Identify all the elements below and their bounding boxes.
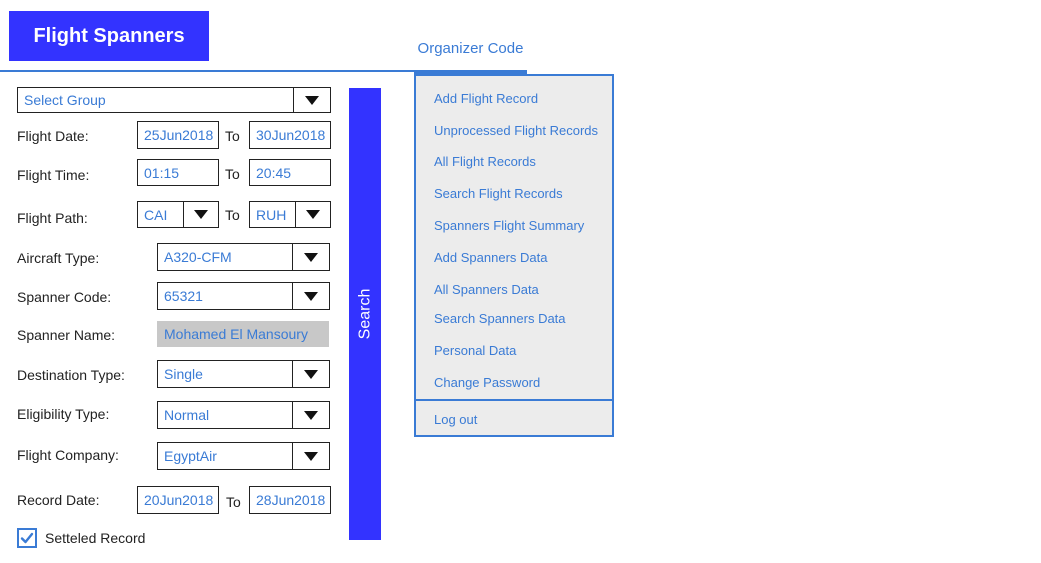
chevron-down-icon [293, 88, 330, 112]
spanner-name-label: Spanner Name: [17, 327, 116, 343]
eligibility-type-label: Eligibility Type: [17, 406, 110, 422]
select-group-value: Select Group [24, 92, 106, 108]
chevron-down-icon [183, 202, 218, 227]
flight-path-to-value: RUH [256, 206, 287, 223]
flight-path-to-label: To [225, 207, 240, 223]
header-divider [0, 70, 414, 72]
aircraft-type-dropdown[interactable]: A320-CFM [157, 243, 330, 271]
flight-company-label: Flight Company: [17, 447, 119, 463]
eligibility-type-dropdown[interactable]: Normal [157, 401, 330, 429]
menu-item-add-flight-record[interactable]: Add Flight Record [434, 91, 539, 106]
flight-date-to-input[interactable]: 30Jun2018 [249, 121, 331, 149]
app-title: Flight Spanners [9, 11, 209, 61]
spanner-code-dropdown[interactable]: 65321 [157, 282, 330, 310]
flight-date-label: Flight Date: [17, 128, 89, 144]
eligibility-type-value: Normal [164, 407, 210, 423]
tab-active-indicator [414, 70, 527, 74]
menu-divider [416, 399, 612, 401]
menu-item-log-out[interactable]: Log out [434, 412, 478, 427]
menu-item-all-spanners-data[interactable]: All Spanners Data [434, 282, 539, 297]
flight-path-to-dropdown[interactable]: RUH [249, 201, 331, 228]
spanner-code-value: 65321 [164, 288, 203, 304]
flight-time-to-label: To [225, 166, 240, 182]
organizer-menu: Add Flight Record Unprocessed Flight Rec… [414, 74, 614, 437]
record-date-to-label: To [226, 494, 241, 510]
menu-item-search-spanners-data[interactable]: Search Spanners Data [434, 311, 566, 326]
chevron-down-icon [292, 443, 329, 469]
select-group-dropdown[interactable]: Select Group [17, 87, 331, 113]
settled-record-label: Setteled Record [45, 530, 146, 546]
tab-organizer-code[interactable]: Organizer Code [417, 40, 524, 57]
spanner-name-field: Mohamed El Mansoury [157, 321, 329, 347]
chevron-down-icon [292, 402, 329, 428]
menu-item-spanners-flight-summary[interactable]: Spanners Flight Summary [434, 218, 585, 233]
chevron-down-icon [295, 202, 330, 227]
menu-item-personal-data[interactable]: Personal Data [434, 343, 517, 358]
flight-date-to-label: To [225, 128, 240, 144]
settled-record-checkbox[interactable] [17, 528, 37, 548]
menu-item-all-flight-records[interactable]: All Flight Records [434, 154, 536, 169]
flight-path-from-value: CAI [144, 206, 168, 223]
flight-time-label: Flight Time: [17, 167, 90, 183]
destination-type-label: Destination Type: [17, 367, 125, 383]
search-button-label: Search [356, 288, 374, 340]
destination-type-dropdown[interactable]: Single [157, 360, 330, 388]
flight-company-value: EgyptAir [164, 448, 217, 464]
chevron-down-icon [292, 361, 329, 387]
flight-time-from-input[interactable]: 01:15 [137, 159, 219, 186]
search-button[interactable]: Search [349, 88, 381, 540]
aircraft-type-value: A320-CFM [164, 249, 232, 265]
flight-company-dropdown[interactable]: EgyptAir [157, 442, 330, 470]
flight-date-from-input[interactable]: 25Jun2018 [137, 121, 219, 149]
checkmark-icon [20, 532, 34, 544]
chevron-down-icon [292, 283, 329, 309]
menu-item-search-flight-records[interactable]: Search Flight Records [434, 186, 563, 201]
flight-time-to-input[interactable]: 20:45 [249, 159, 331, 186]
menu-item-unprocessed-flight-records[interactable]: Unprocessed Flight Records [434, 123, 599, 138]
flight-path-label: Flight Path: [17, 210, 88, 226]
menu-item-add-spanners-data[interactable]: Add Spanners Data [434, 250, 548, 265]
record-date-to-input[interactable]: 28Jun2018 [249, 486, 331, 514]
destination-type-value: Single [164, 366, 203, 382]
menu-item-change-password[interactable]: Change Password [434, 375, 541, 390]
chevron-down-icon [292, 244, 329, 270]
aircraft-type-label: Aircraft Type: [17, 250, 100, 266]
spanner-code-label: Spanner Code: [17, 289, 112, 305]
flight-path-from-dropdown[interactable]: CAI [137, 201, 219, 228]
record-date-label: Record Date: [17, 492, 100, 508]
record-date-from-input[interactable]: 20Jun2018 [137, 486, 219, 514]
